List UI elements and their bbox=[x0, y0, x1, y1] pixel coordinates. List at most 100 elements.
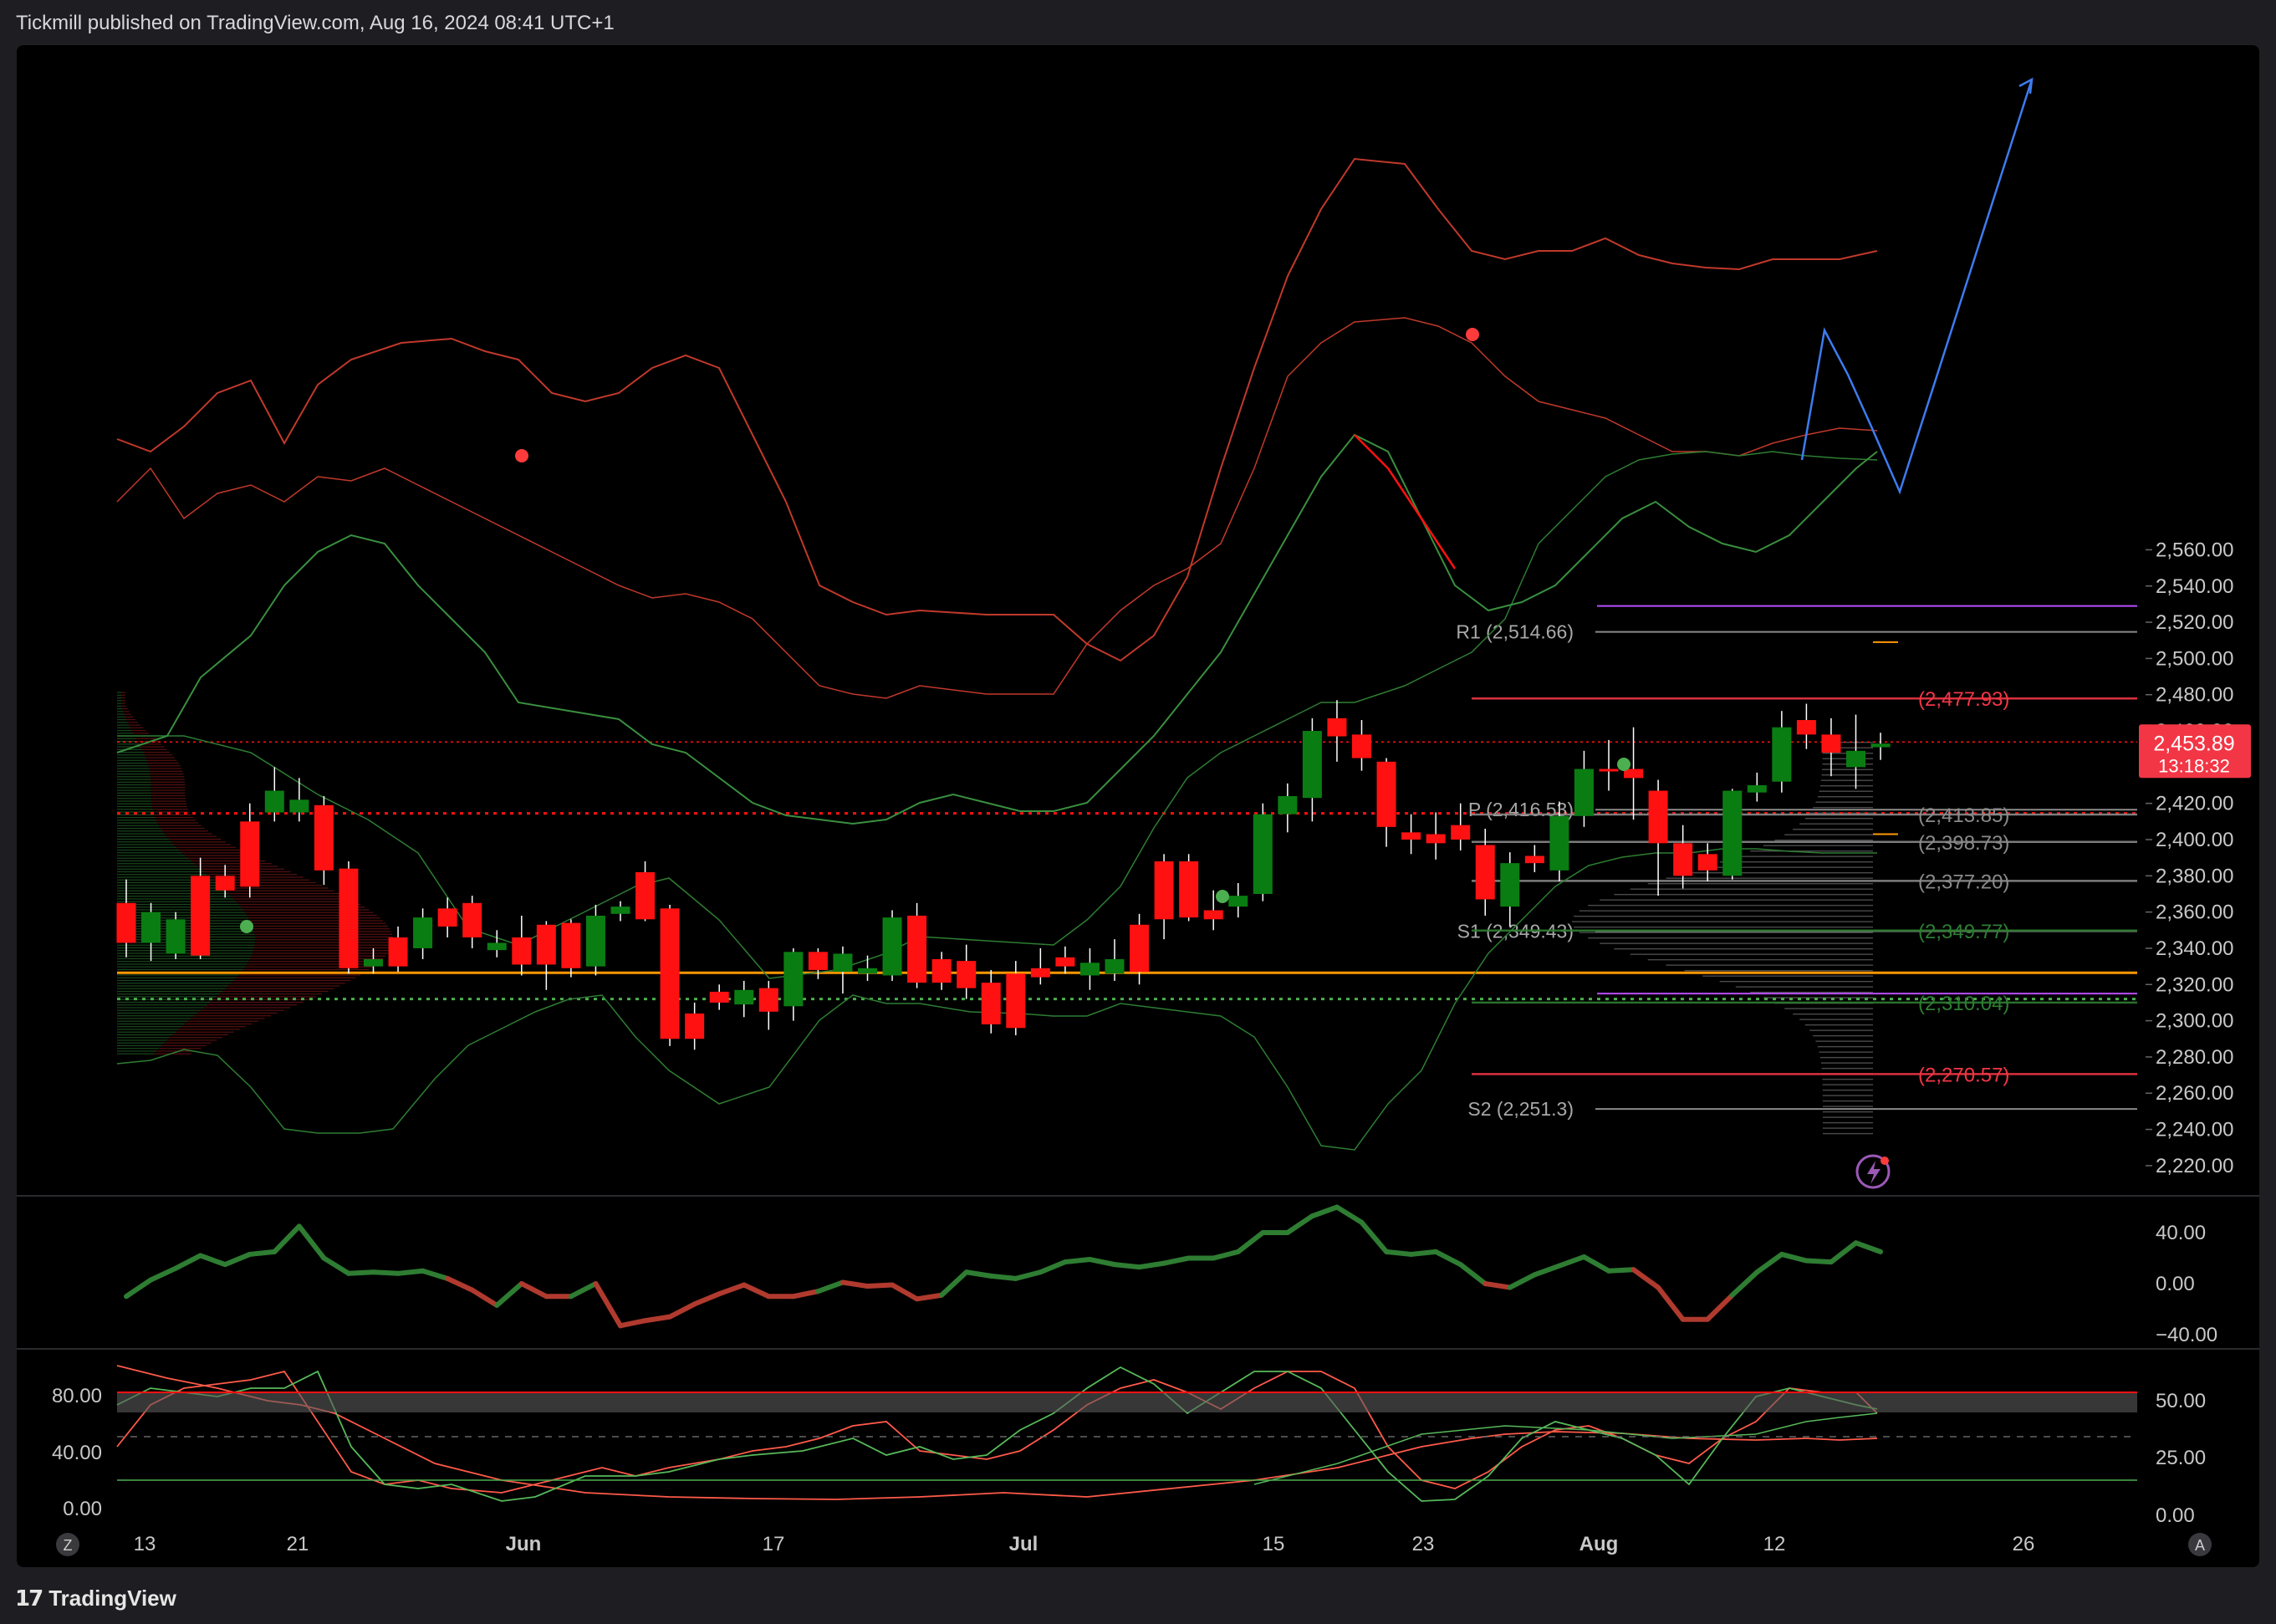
candle-bear bbox=[339, 868, 359, 968]
volume-bar-sell bbox=[241, 906, 365, 908]
stoch-left-tick-label: 40.00 bbox=[52, 1442, 102, 1464]
candle-bear bbox=[1376, 761, 1396, 827]
volume-bar-buy bbox=[117, 966, 246, 968]
auto-scale-button[interactable]: A bbox=[2188, 1533, 2212, 1556]
oscillator-segment bbox=[1606, 1267, 1636, 1274]
time-tick-label: 15 bbox=[1263, 1533, 1285, 1555]
candle-bull bbox=[833, 953, 853, 973]
oscillator-segment bbox=[1778, 1251, 1809, 1264]
volume-bar-sell bbox=[151, 798, 186, 799]
tradingview-logo[interactable]: 17 TradingView bbox=[15, 1586, 176, 1611]
oscillator-segment bbox=[865, 1282, 896, 1289]
volume-bar-sell bbox=[161, 1044, 207, 1047]
volume-bar-sell bbox=[194, 1015, 272, 1017]
volume-bar-buy bbox=[117, 754, 145, 756]
oscillator-segment bbox=[272, 1223, 302, 1254]
volume-bar-sell bbox=[153, 811, 190, 813]
oscillator-segment bbox=[717, 1282, 747, 1297]
chart-svg[interactable]: R1 (2,514.66)P (2,416.53)S1 (2,349.43)S2… bbox=[17, 45, 2259, 1567]
volume-bar-buy bbox=[117, 768, 150, 769]
volume-bar-buy bbox=[117, 898, 234, 900]
volume-bar-sell bbox=[250, 920, 384, 922]
price-tick-label: 2,420.00 bbox=[2156, 793, 2233, 815]
volume-bar bbox=[1702, 866, 1873, 868]
candle-bull bbox=[858, 968, 877, 974]
volume-bar-sell bbox=[156, 1050, 196, 1052]
volume-bar-buy bbox=[117, 838, 170, 840]
volume-bar bbox=[1822, 742, 1873, 743]
volume-bar-sell bbox=[188, 857, 260, 859]
candle-bull bbox=[1500, 863, 1520, 907]
volume-bar-buy bbox=[117, 707, 123, 710]
volume-bar bbox=[1804, 1024, 1873, 1026]
volume-bar-sell bbox=[238, 974, 361, 976]
candle-bear bbox=[1426, 834, 1446, 844]
volume-bar-buy bbox=[117, 711, 124, 712]
volume-bar-buy bbox=[117, 844, 175, 845]
candle-bear bbox=[1624, 769, 1644, 779]
volume-bar-buy bbox=[117, 857, 189, 859]
oscillator-segment bbox=[1112, 1262, 1142, 1270]
volume-bar-sell bbox=[216, 996, 316, 998]
volume-bar-buy bbox=[117, 746, 141, 748]
volume-bar-buy bbox=[117, 955, 252, 957]
candle-bear bbox=[1352, 734, 1371, 758]
volume-bar-sell bbox=[252, 952, 388, 954]
oscillator-tick-label: 40.00 bbox=[2156, 1222, 2206, 1244]
volume-bar-sell bbox=[219, 993, 323, 995]
volume-bar-buy bbox=[117, 833, 165, 835]
time-tick-label: 26 bbox=[2013, 1533, 2035, 1555]
volume-bar-sell bbox=[127, 722, 138, 723]
zoom-button[interactable]: Z bbox=[56, 1533, 79, 1556]
volume-bar bbox=[1735, 986, 1873, 988]
oscillator-segment bbox=[1334, 1204, 1365, 1225]
oscillator-tick-label: −40.00 bbox=[2156, 1324, 2217, 1346]
lightning-icon bbox=[1855, 1154, 1891, 1189]
bar-countdown: 13:18:32 bbox=[2158, 755, 2230, 776]
candle-bull bbox=[264, 790, 284, 813]
volume-bar-sell bbox=[194, 863, 272, 865]
price-tick-label: 2,340.00 bbox=[2156, 937, 2233, 960]
volume-profile-left bbox=[117, 692, 394, 1055]
volume-bar-buy bbox=[117, 892, 229, 895]
volume-bar-buy bbox=[117, 1018, 191, 1019]
volume-bar-buy bbox=[117, 1048, 160, 1049]
time-tick-label: 17 bbox=[763, 1533, 785, 1555]
volume-bar-buy bbox=[117, 1015, 195, 1017]
oscillator-segment bbox=[568, 1281, 599, 1300]
volume-bar bbox=[1574, 915, 1873, 917]
volume-bar-sell bbox=[253, 931, 391, 932]
volume-bar-buy bbox=[117, 841, 171, 843]
volume-bar-buy bbox=[117, 757, 146, 758]
volume-bar-buy bbox=[117, 789, 151, 791]
tradingview-logo-icon: 17 bbox=[15, 1586, 43, 1611]
volume-bar-buy bbox=[117, 996, 217, 998]
candle-bull bbox=[487, 942, 507, 951]
moving-average bbox=[116, 433, 1878, 825]
chart-area[interactable]: R1 (2,514.66) P (2,416.53) S1 (2,349.43) S2… bbox=[17, 45, 2259, 1567]
volume-bar-sell bbox=[146, 759, 177, 761]
volume-bar-sell bbox=[135, 738, 156, 739]
auto-scale-button-bg bbox=[2188, 1533, 2212, 1556]
volume-bar bbox=[1822, 1127, 1873, 1129]
volume-bar-sell bbox=[145, 757, 175, 758]
volume-bar-buy bbox=[117, 874, 207, 876]
volume-bar-sell bbox=[159, 825, 202, 826]
volume-bar-sell bbox=[245, 966, 374, 968]
volume-bar bbox=[1819, 790, 1873, 792]
volume-bar-buy bbox=[117, 798, 151, 799]
zoom-button-bg bbox=[56, 1533, 79, 1556]
oscillator-segment bbox=[494, 1281, 524, 1308]
oscillator-tick-label: 0.00 bbox=[2156, 1273, 2195, 1295]
volume-bar-sell bbox=[247, 963, 377, 965]
candle-bear bbox=[1006, 973, 1026, 1029]
candle-bear bbox=[1130, 924, 1150, 973]
volume-bar-buy bbox=[117, 1044, 162, 1047]
volume-bar-buy bbox=[117, 944, 255, 946]
volume-bar bbox=[1821, 774, 1873, 776]
overbought-band bbox=[117, 1392, 2137, 1412]
candle-bear bbox=[1055, 957, 1075, 967]
volume-bar bbox=[1614, 893, 1873, 896]
volume-bar-buy bbox=[117, 781, 151, 783]
level-price-label: (2,477.93) bbox=[1918, 688, 2009, 711]
